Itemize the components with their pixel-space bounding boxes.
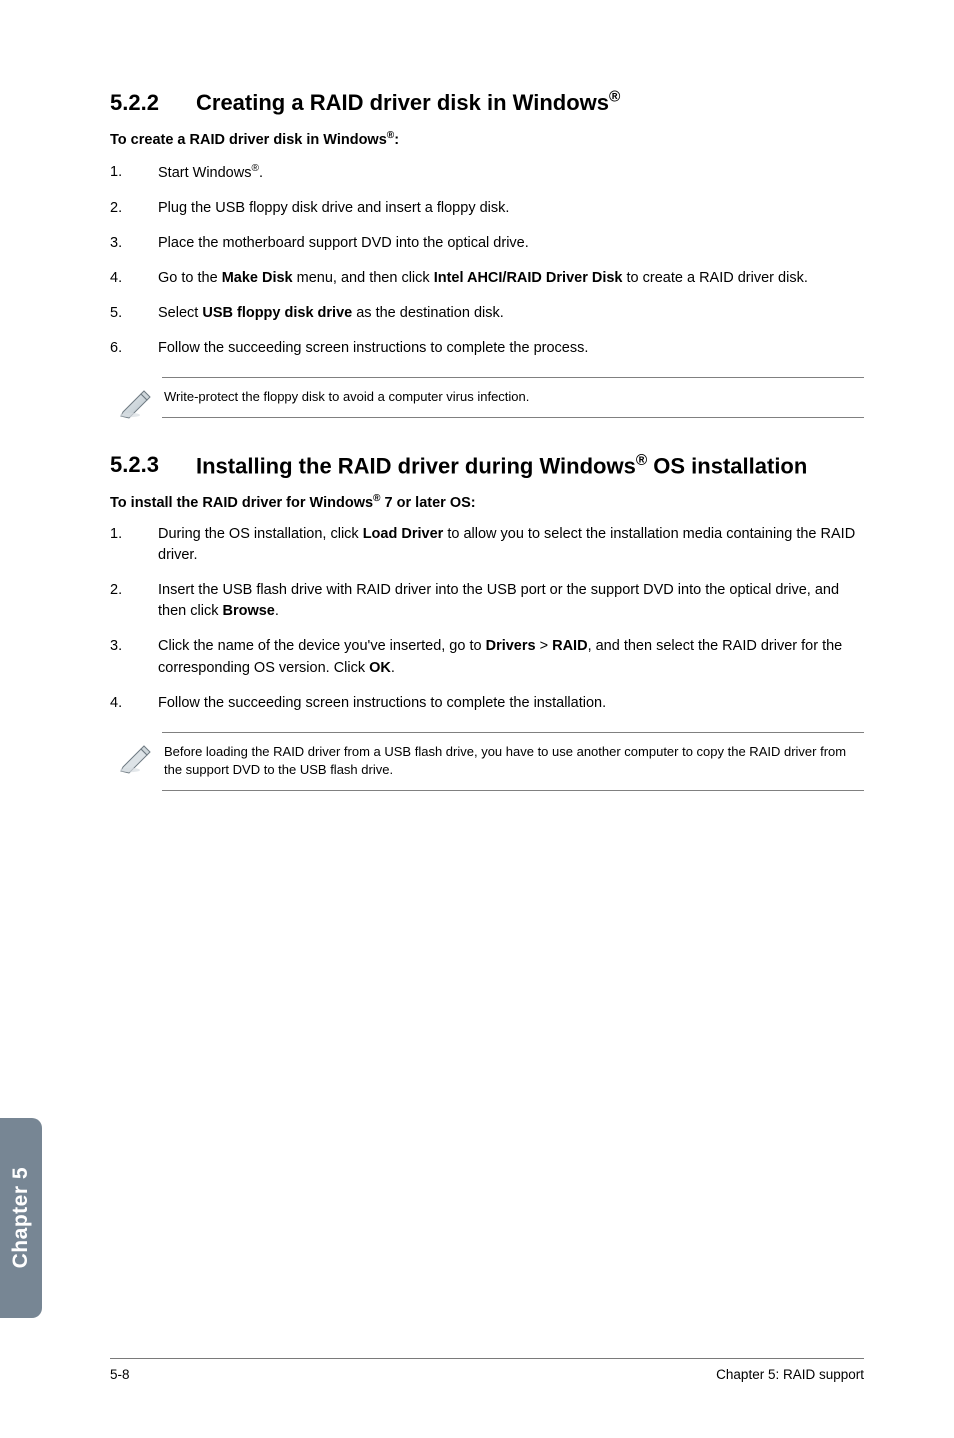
note-522-text: Write-protect the floppy disk to avoid a… [162, 377, 864, 418]
chapter-tab: Chapter 5 [0, 1118, 42, 1318]
note-523: Before loading the RAID driver from a US… [110, 732, 864, 792]
heading-522: 5.2.2Creating a RAID driver disk in Wind… [110, 88, 864, 118]
subheading-523: To install the RAID driver for Windows® … [110, 493, 864, 511]
chapter-tab-label: Chapter 5 [9, 1167, 33, 1268]
page: 5.2.2Creating a RAID driver disk in Wind… [0, 0, 954, 1438]
pencil-icon [110, 732, 162, 776]
step-523-2: Insert the USB flash drive with RAID dri… [110, 580, 864, 622]
steps-523: During the OS installation, click Load D… [110, 524, 864, 713]
heading-523: 5.2.3Installing the RAID driver during W… [110, 451, 864, 481]
heading-522-title: Creating a RAID driver disk in Windows® [196, 90, 620, 115]
step-522-6: Follow the succeeding screen instruction… [110, 338, 864, 359]
step-522-2: Plug the USB floppy disk drive and inser… [110, 198, 864, 219]
pencil-icon [110, 377, 162, 421]
note-523-text: Before loading the RAID driver from a US… [162, 732, 864, 792]
note-522: Write-protect the floppy disk to avoid a… [110, 377, 864, 421]
heading-523-title: Installing the RAID driver during Window… [196, 451, 807, 481]
heading-522-number: 5.2.2 [110, 89, 196, 118]
subheading-522: To create a RAID driver disk in Windows®… [110, 130, 864, 148]
step-522-3: Place the motherboard support DVD into t… [110, 233, 864, 254]
steps-522: Start Windows®. Plug the USB floppy disk… [110, 162, 864, 359]
step-523-1: During the OS installation, click Load D… [110, 524, 864, 566]
step-522-4: Go to the Make Disk menu, and then click… [110, 268, 864, 289]
step-523-3: Click the name of the device you've inse… [110, 636, 864, 678]
page-footer: 5-8 Chapter 5: RAID support [110, 1358, 864, 1382]
page-number: 5-8 [110, 1367, 130, 1382]
footer-chapter: Chapter 5: RAID support [716, 1367, 864, 1382]
step-522-1: Start Windows®. [110, 162, 864, 184]
step-522-5: Select USB floppy disk drive as the dest… [110, 303, 864, 324]
step-523-4: Follow the succeeding screen instruction… [110, 693, 864, 714]
heading-523-number: 5.2.3 [110, 451, 196, 481]
